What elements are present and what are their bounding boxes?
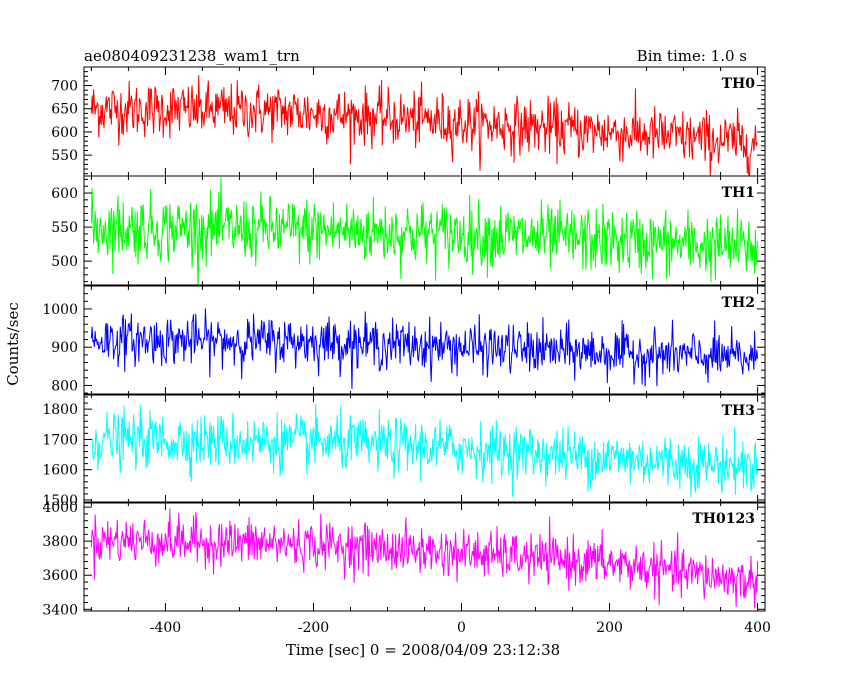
y-axis-label: Counts/sec bbox=[4, 302, 22, 386]
series-line-th3 bbox=[90, 403, 759, 498]
series-label-th3: TH3 bbox=[722, 403, 755, 419]
y-tick-label: 1800 bbox=[42, 402, 78, 418]
y-tick-label: 900 bbox=[51, 340, 78, 356]
bin-time-label: Bin time: 1.0 s bbox=[637, 47, 747, 65]
x-tick-label: 0 bbox=[457, 620, 466, 636]
series-line-th2 bbox=[90, 308, 759, 389]
y-tick-label: 700 bbox=[51, 79, 78, 95]
panel-th2: 800 900 1000 TH2 bbox=[42, 285, 766, 396]
y-tick-label: 1000 bbox=[42, 302, 78, 318]
x-tick-label: 400 bbox=[744, 620, 771, 636]
series-line-th0 bbox=[90, 75, 759, 176]
series-label-th0: TH0 bbox=[722, 76, 756, 92]
x-tick-label: -400 bbox=[150, 620, 181, 636]
panel-th0: 550 600 650 700 TH0 bbox=[51, 66, 766, 177]
panels-group: 550 600 650 700 TH0 500 550 600 TH1 800 900 1000 TH2… bbox=[42, 66, 771, 636]
series-line-th1 bbox=[90, 177, 759, 285]
y-tick-label: 600 bbox=[51, 186, 78, 202]
series-label-th1: TH1 bbox=[722, 185, 755, 201]
panel-th3: 1500 1600 1700 1800 TH3 bbox=[42, 393, 766, 509]
x-tick-label: -200 bbox=[298, 620, 329, 636]
x-tick-label: 200 bbox=[596, 620, 623, 636]
series-label-th0123: TH0123 bbox=[692, 511, 755, 527]
y-tick-label: 650 bbox=[51, 102, 78, 118]
y-tick-label: 550 bbox=[51, 220, 78, 236]
panel-frame bbox=[83, 66, 766, 177]
panel-th1: 500 550 600 TH1 bbox=[51, 175, 766, 286]
y-tick-label: 800 bbox=[51, 378, 78, 394]
y-tick-label: 3800 bbox=[42, 534, 78, 550]
y-tick-label: 1600 bbox=[42, 463, 78, 479]
y-tick-label: 600 bbox=[51, 125, 78, 141]
panel-th0123: 3400 3600 3800 4000 TH0123 bbox=[42, 500, 766, 618]
y-tick-label: 3400 bbox=[42, 602, 78, 618]
y-tick-label: 500 bbox=[51, 254, 78, 270]
y-tick-label: 550 bbox=[51, 148, 78, 164]
x-axis-label: Time [sec] 0 = 2008/04/09 23:12:38 bbox=[286, 641, 560, 659]
y-tick-label: 1700 bbox=[42, 432, 78, 448]
series-line-th0123 bbox=[90, 508, 759, 609]
y-tick-label: 4000 bbox=[42, 500, 78, 516]
y-tick-label: 3600 bbox=[42, 568, 78, 584]
y-tick-label: 1500 bbox=[42, 493, 78, 509]
series-label-th2: TH2 bbox=[722, 295, 755, 311]
chart-title: ae080409231238_wam1_trn bbox=[84, 47, 300, 65]
